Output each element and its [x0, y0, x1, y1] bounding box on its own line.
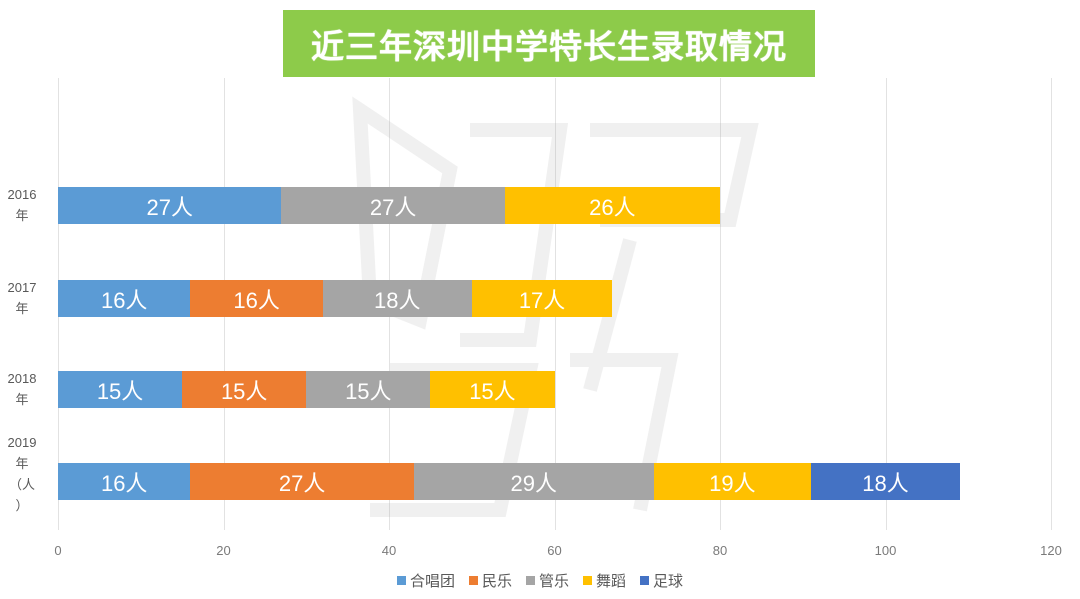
y-axis-label-line: 2019 [7, 435, 37, 450]
y-axis-label-line: 年 [15, 301, 29, 316]
bar-segment: 27人 [58, 187, 282, 224]
bar-segment: 18人 [322, 280, 472, 317]
bar-row: 16人 16人 18人 17人 [58, 280, 613, 317]
gridline [720, 78, 721, 530]
bar-segment: 27人 [190, 463, 414, 500]
legend-label: 管乐 [538, 572, 569, 590]
legend-swatch-icon [525, 576, 535, 585]
chart-title-banner: 近三年深圳中学特长生录取情况 [283, 10, 815, 77]
bar-segment: 29人 [413, 463, 654, 500]
x-tick-label: 60 [547, 543, 562, 558]
chart-title: 近三年深圳中学特长生录取情况 [311, 26, 787, 66]
y-axis-label: 2018 年 [0, 368, 44, 410]
legend-label: 足球 [653, 572, 684, 590]
bar-segment: 18人 [811, 463, 960, 500]
y-axis-label-line: ） [15, 498, 29, 513]
legend-swatch-icon [396, 576, 406, 585]
legend-swatch-icon [468, 576, 478, 585]
legend-label: 合唱团 [409, 572, 455, 590]
x-tick-label: 40 [381, 543, 397, 558]
y-axis-label-line: 2017 [7, 280, 37, 295]
bar-segment: 17人 [471, 280, 613, 317]
legend-item: 管乐 [525, 570, 569, 591]
bar-segment: 15人 [306, 371, 431, 408]
x-tick-label: 100 [874, 543, 897, 558]
bar-row: 15人 15人 15人 15人 [58, 371, 555, 408]
bar-segment: 19人 [653, 463, 811, 500]
plot-area: 27人 27人 26人 16人 16人 18人 17人 15人 15人 15人 15人 16人 27人 2… [58, 78, 1052, 530]
legend-swatch-icon [640, 576, 650, 585]
x-tick-label: 80 [712, 543, 728, 558]
gridline [1051, 78, 1052, 530]
y-axis-label-line: 2016 [7, 187, 37, 202]
bar-segment: 16人 [190, 280, 323, 317]
x-tick-label: 120 [1040, 543, 1062, 558]
y-axis-label-line: 2018 [7, 371, 37, 386]
bar-segment: 15人 [58, 371, 183, 408]
gridline [885, 78, 887, 530]
legend-item: 舞蹈 [583, 570, 626, 591]
legend-item: 足球 [640, 570, 683, 591]
legend-item: 民乐 [468, 570, 512, 591]
y-axis-label: 2019 年 （人 ） [0, 432, 44, 516]
bar-row: 16人 27人 29人 19人 18人 [58, 463, 960, 500]
legend-label: 舞蹈 [596, 572, 627, 590]
y-axis-label: 2016 年 [0, 184, 44, 226]
bar-row: 27人 27人 26人 [58, 187, 720, 224]
chart-legend: 合唱团 民乐 管乐 舞蹈 足球 [0, 570, 1080, 591]
y-axis-label: 2017 年 [0, 277, 44, 319]
bar-segment: 16人 [58, 280, 191, 317]
bar-segment: 15人 [182, 371, 307, 408]
y-axis-label-line: 年 [15, 208, 29, 223]
x-tick-label: 20 [216, 543, 231, 558]
bar-segment: 27人 [281, 187, 505, 224]
legend-item: 合唱团 [396, 570, 455, 591]
bar-segment: 15人 [430, 371, 555, 408]
y-axis-label-line: 年 [15, 392, 29, 407]
legend-swatch-icon [583, 576, 592, 585]
legend-label: 民乐 [481, 572, 512, 590]
y-axis-label-line: （人 [8, 477, 35, 492]
bar-segment: 16人 [58, 463, 191, 500]
y-axis-label-line: 年 [15, 456, 29, 471]
x-tick-label: 0 [54, 543, 62, 558]
bar-segment: 26人 [504, 187, 720, 224]
